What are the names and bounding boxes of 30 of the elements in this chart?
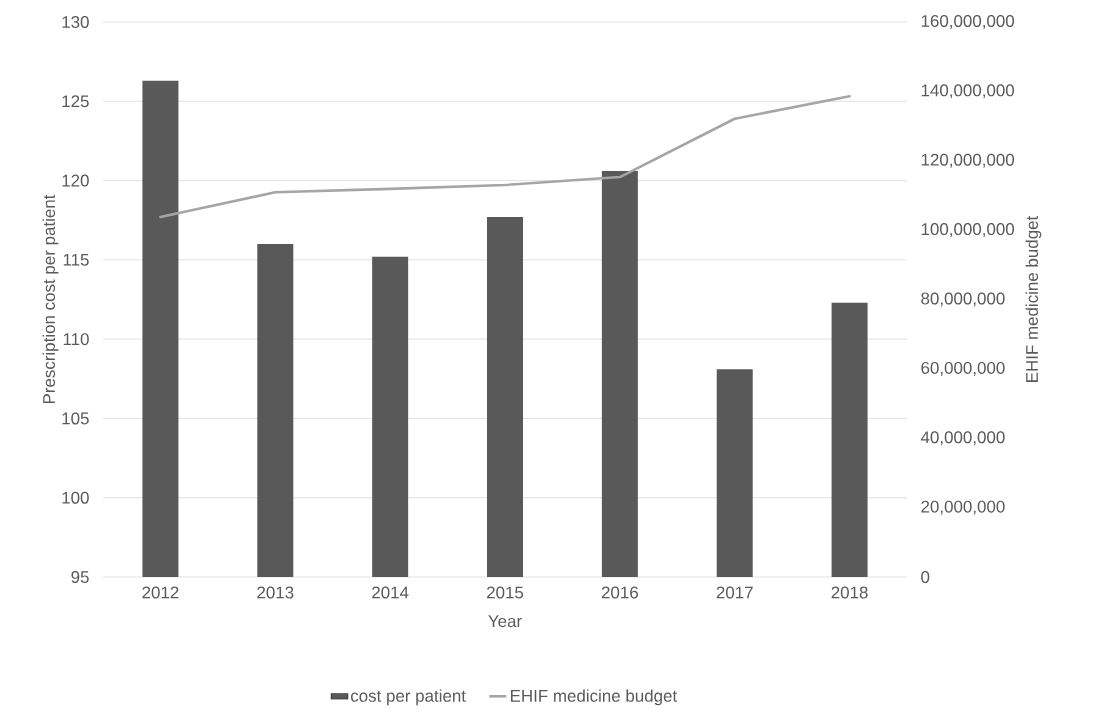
x-tick-label: 2014 [372,586,409,599]
y2-tick-label: 160,000,000 [921,15,1015,29]
x-tick-label: 2015 [487,586,524,599]
y2-tick-label: 60,000,000 [921,361,1005,376]
legend-label: EHIF medicine budget [511,689,678,706]
y-tick-label: 110 [63,333,89,346]
y2-tick-label: 20,000,000 [921,500,1005,515]
y2-tick-label: 100,000,000 [921,223,1015,238]
line-series [159,94,851,219]
y2-tick-label: 80,000,000 [921,292,1005,307]
y2-tick-label: 40,000,000 [920,431,1005,446]
y2-tick-label: 0 [921,571,930,583]
x-tick-label: 2013 [257,586,294,599]
y-tick-label: 125 [62,95,89,108]
y-axis-title: Prescription cost per patient [42,194,59,404]
y-tick-label: 95 [71,571,89,583]
y2-axis-title: EHIF medicine budget [1025,215,1042,382]
y2-tick-label: 120,000,000 [921,153,1015,168]
y-tick-label: 105 [62,412,89,425]
y-tick-label: 120 [62,174,89,187]
x-axis-title: Year [488,615,522,628]
y2-tick-label: 140,000,000 [921,84,1015,99]
legend-label: cost per patient [350,689,466,706]
x-tick-label: 2017 [716,586,753,599]
x-tick-label: 2016 [601,586,638,599]
y-tick-label: 115 [63,253,89,266]
y-tick-label: 130 [62,16,89,28]
x-tick-label: 2018 [831,586,868,599]
x-tick-label: 2012 [142,586,179,599]
y-tick-label: 100 [62,491,89,504]
